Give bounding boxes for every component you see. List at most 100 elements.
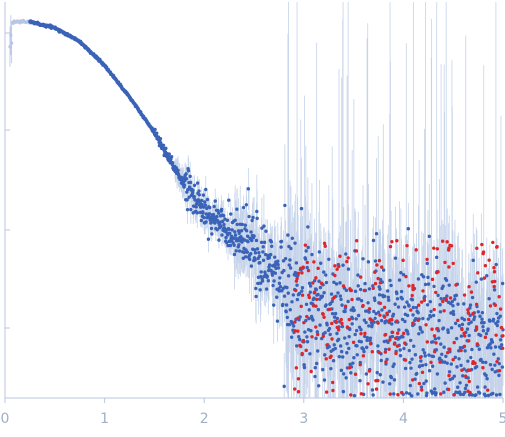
negative-point: [347, 317, 352, 322]
negative-point: [377, 258, 382, 263]
data-point: [319, 261, 323, 265]
negative-point: [456, 318, 460, 323]
data-point: [376, 310, 381, 314]
data-point: [233, 233, 238, 237]
data-points: [28, 19, 505, 398]
data-point: [312, 296, 316, 300]
data-point: [436, 293, 440, 298]
data-point: [227, 198, 231, 202]
data-point: [499, 343, 504, 347]
error-bars: [9, 2, 504, 398]
data-point: [442, 390, 446, 394]
data-point: [433, 337, 438, 341]
data-point: [276, 259, 280, 263]
data-point: [355, 353, 359, 357]
data-point: [468, 303, 473, 307]
data-point: [250, 218, 254, 223]
data-point: [408, 360, 412, 365]
data-point: [255, 209, 259, 214]
data-point: [216, 211, 221, 215]
data-point: [411, 305, 416, 310]
data-point: [328, 332, 332, 337]
data-point: [339, 368, 344, 373]
data-point: [199, 218, 204, 223]
data-point: [343, 309, 347, 314]
negative-point: [304, 348, 308, 353]
data-point: [312, 279, 317, 283]
data-point: [419, 385, 424, 389]
negative-point: [481, 366, 485, 370]
data-point: [398, 354, 403, 358]
data-point: [295, 297, 300, 302]
data-point: [345, 341, 349, 346]
data-point: [351, 361, 355, 365]
data-point: [263, 270, 267, 274]
data-point: [277, 281, 282, 286]
data-point: [350, 322, 354, 326]
negative-point: [481, 250, 486, 254]
negative-point: [414, 248, 418, 252]
negative-point: [438, 360, 442, 364]
negative-point: [422, 298, 427, 302]
data-point: [303, 257, 308, 261]
data-point: [479, 357, 483, 362]
data-point: [463, 349, 467, 353]
data-point: [362, 318, 367, 322]
x-tick-label: 1: [100, 411, 109, 427]
data-point: [481, 360, 485, 364]
data-point: [283, 203, 287, 208]
data-point: [243, 223, 248, 227]
negative-point: [462, 344, 467, 349]
data-point: [305, 265, 309, 270]
data-point: [295, 283, 299, 287]
data-point: [440, 352, 444, 356]
data-point: [466, 376, 470, 380]
data-point: [167, 152, 171, 156]
data-point: [271, 283, 275, 288]
data-point: [212, 204, 216, 209]
negative-point: [370, 318, 375, 323]
data-point: [356, 284, 360, 288]
data-point: [317, 250, 322, 254]
data-point: [423, 282, 428, 287]
data-point: [440, 360, 445, 364]
negative-point: [359, 392, 364, 396]
negative-point: [370, 349, 375, 354]
data-point: [466, 359, 470, 363]
data-point: [317, 279, 321, 283]
negative-point: [475, 342, 480, 346]
data-point: [259, 270, 263, 274]
data-point: [307, 281, 312, 286]
data-point: [490, 340, 495, 344]
data-point: [282, 268, 286, 273]
negative-point: [404, 274, 408, 279]
data-point: [416, 311, 420, 315]
negative-point: [476, 271, 480, 275]
data-point: [185, 198, 189, 202]
data-point: [439, 296, 443, 301]
negative-point: [448, 296, 453, 300]
negative-point: [315, 297, 319, 302]
data-point: [324, 303, 328, 307]
data-point: [284, 303, 289, 307]
data-point: [482, 320, 486, 325]
data-point: [243, 255, 248, 259]
data-point: [201, 193, 206, 197]
data-point: [457, 324, 462, 328]
data-point: [372, 309, 376, 314]
negative-point: [474, 325, 479, 329]
negative-point: [377, 350, 381, 355]
data-point: [421, 348, 425, 352]
negative-point: [445, 240, 449, 244]
data-point: [327, 326, 332, 331]
data-point: [282, 294, 287, 298]
data-point: [470, 347, 474, 352]
data-point: [487, 297, 491, 301]
data-point: [325, 323, 329, 327]
negative-point: [345, 259, 349, 264]
negative-point: [331, 388, 335, 393]
data-point: [348, 327, 352, 332]
data-point: [492, 352, 496, 356]
negative-point: [434, 290, 438, 295]
data-point: [245, 234, 250, 238]
